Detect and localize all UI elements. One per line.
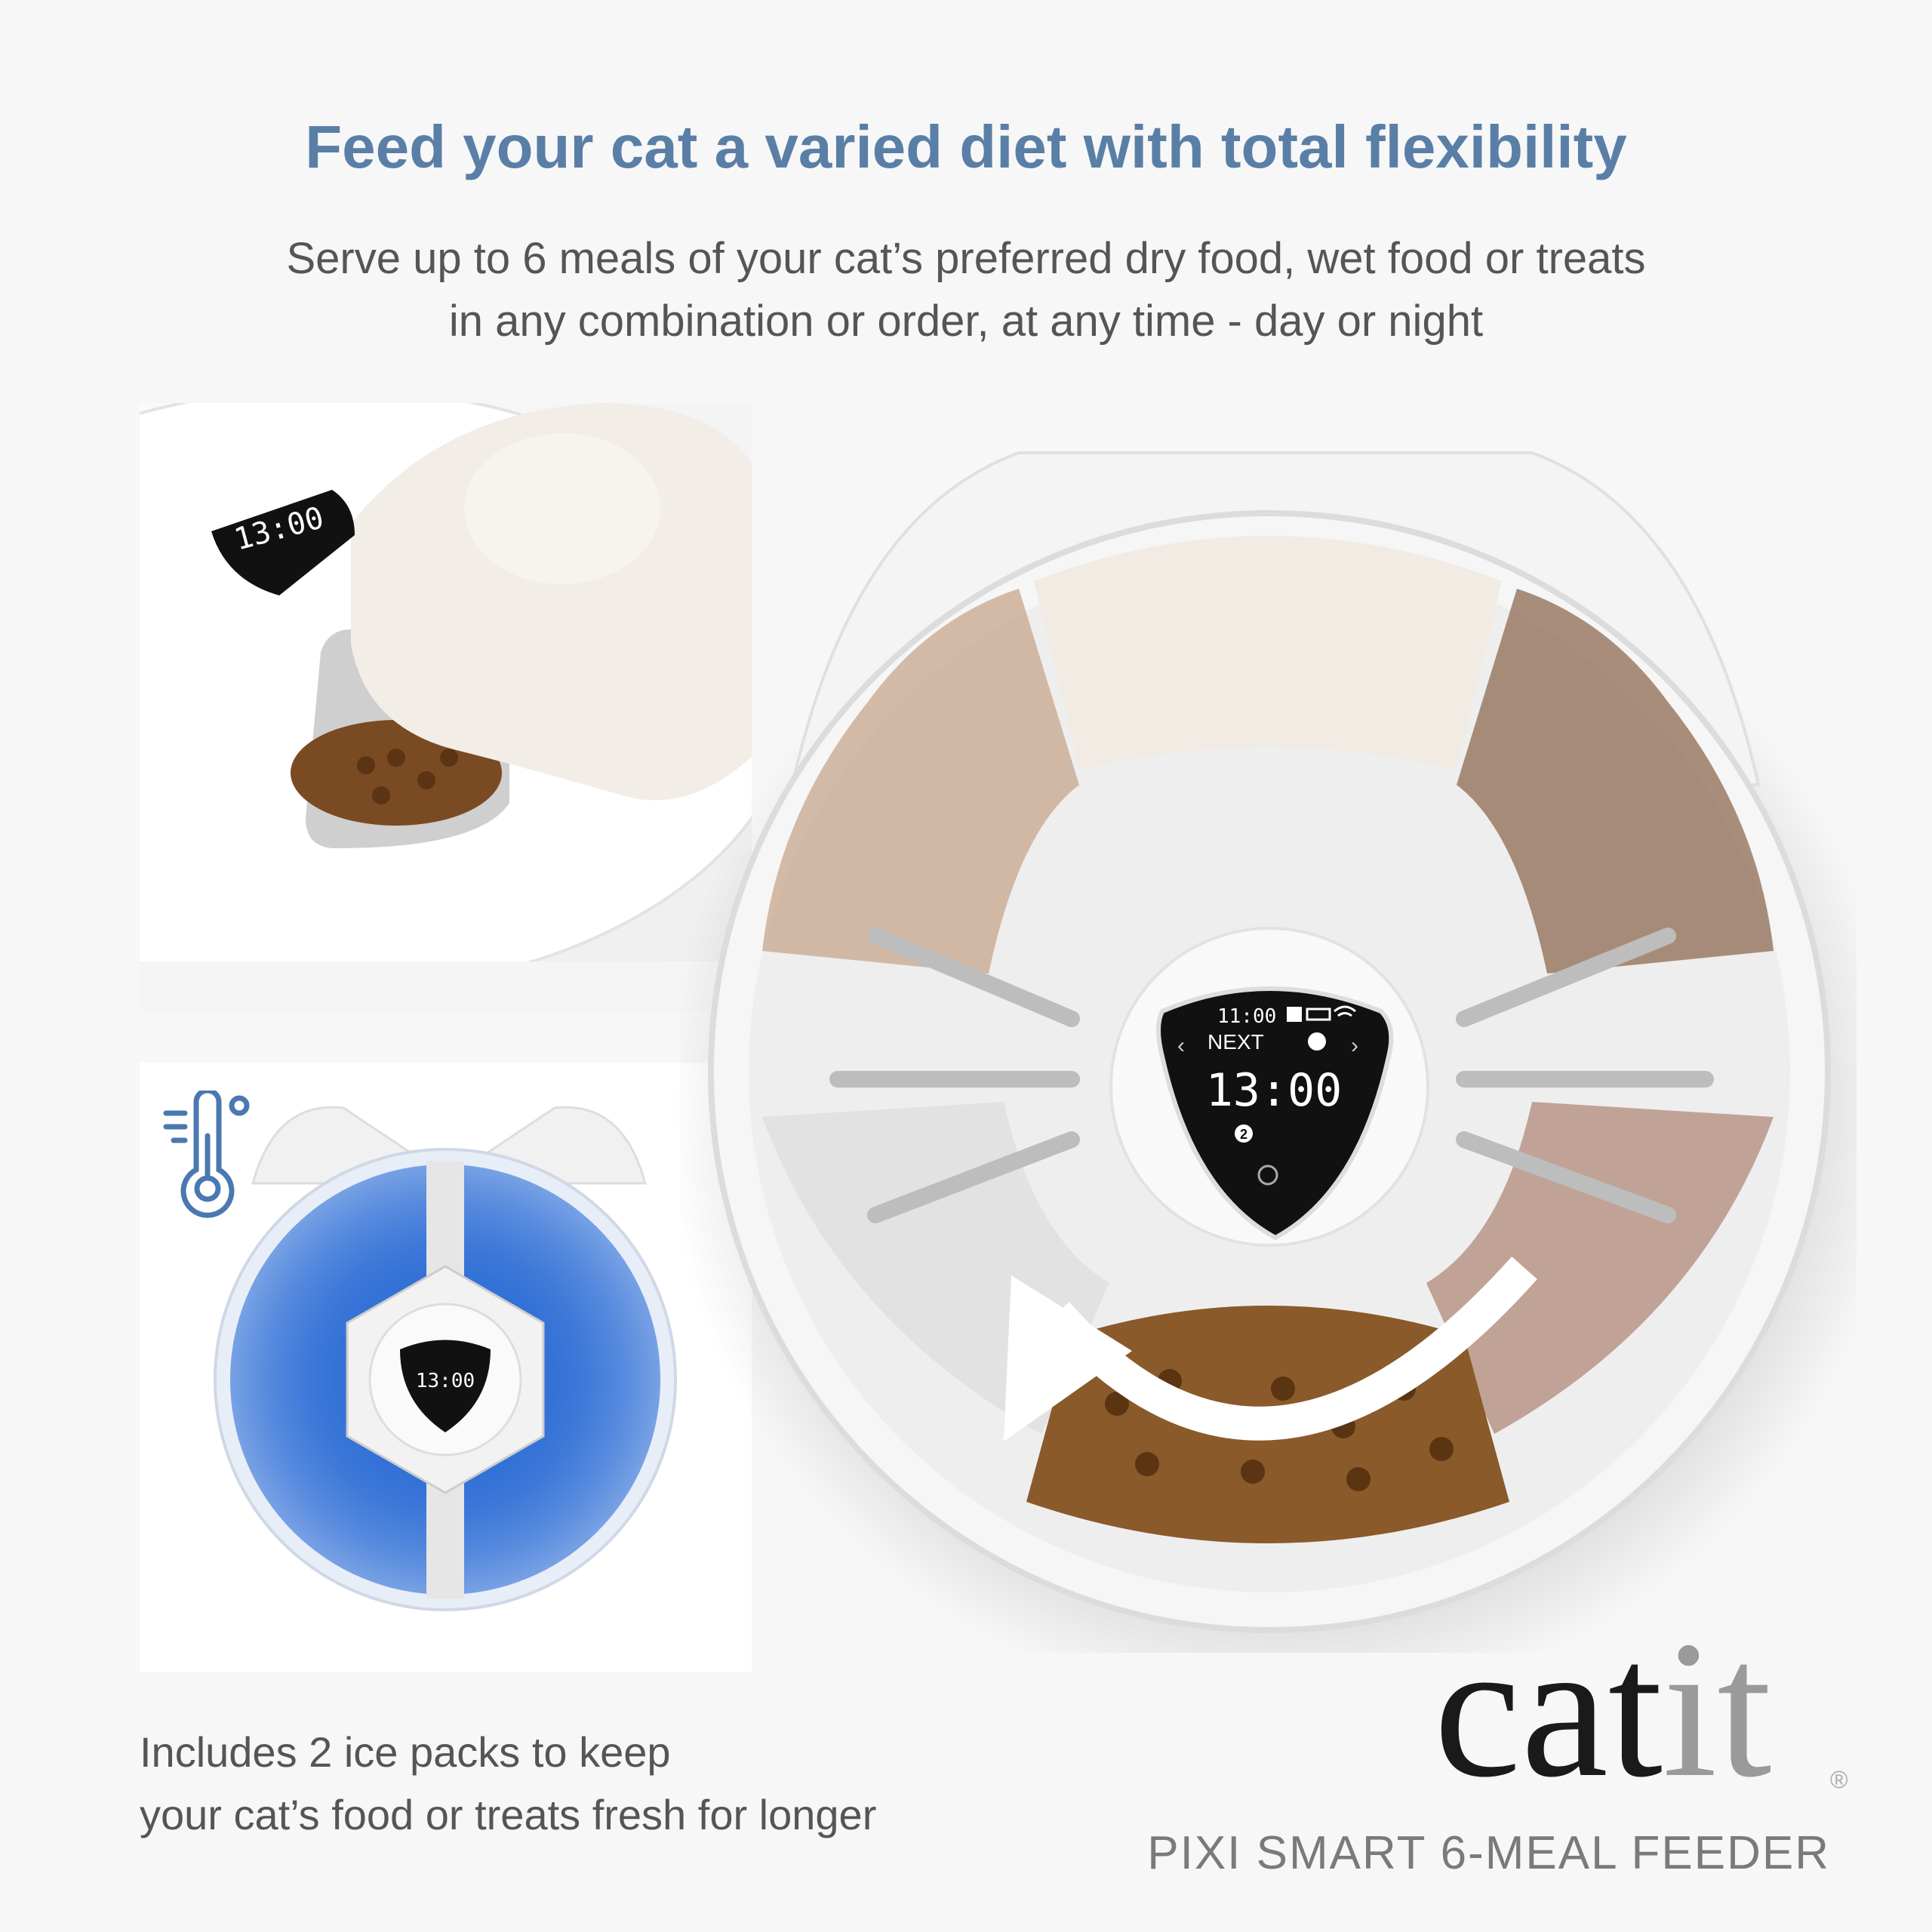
lock-icon (1287, 1007, 1302, 1022)
ice-pack-caption-line-1: Includes 2 ice packs to keep (140, 1728, 671, 1776)
compartment-2 (762, 589, 1079, 974)
kitten-eating-photo: 13:00 (140, 403, 752, 1013)
compartment-3 (1457, 589, 1774, 974)
power-button-icon[interactable] (1257, 1164, 1278, 1186)
compartment-1 (1034, 536, 1502, 770)
thermometer-icon (163, 1091, 250, 1218)
subtitle-line-2: in any combination or order, at any time… (448, 297, 1484, 346)
product-name: PIXI SMART 6-MEAL FEEDER (1147, 1827, 1830, 1879)
battery-icon (1306, 1008, 1331, 1021)
ice-photo-display-time: 13:00 (416, 1370, 475, 1392)
ice-pack-caption-line-2: your cat’s food or treats fresh for long… (140, 1791, 877, 1838)
compartment-5 (1426, 1102, 1774, 1434)
display-clock: 11:00 (1217, 1005, 1276, 1028)
ice-pack-photo: 13:00 (140, 1063, 752, 1672)
display-prev-arrow[interactable]: ‹ (1177, 1033, 1185, 1058)
display-meal-number: 2 (1240, 1127, 1247, 1142)
rotation-arrow-icon (1044, 1256, 1537, 1441)
registered-mark: ® (1830, 1766, 1848, 1793)
catit-logo: catit (1434, 1601, 1772, 1818)
display-next-arrow[interactable]: › (1351, 1033, 1358, 1058)
feeder-top-view: 11:00 NEXT ‹ › 13:00 2 (679, 451, 1857, 1653)
check-icon (1308, 1032, 1326, 1051)
whisker-marks (829, 928, 1714, 1223)
wifi-icon (1334, 1005, 1356, 1017)
display-next-time: 13:00 (1206, 1064, 1343, 1117)
page-title: Feed your cat a varied diet with total f… (305, 113, 1627, 180)
lcd-display[interactable] (1156, 986, 1394, 1241)
display-next-label: NEXT (1208, 1030, 1264, 1054)
subtitle-line-1: Serve up to 6 meals of your cat’s prefer… (286, 234, 1646, 283)
